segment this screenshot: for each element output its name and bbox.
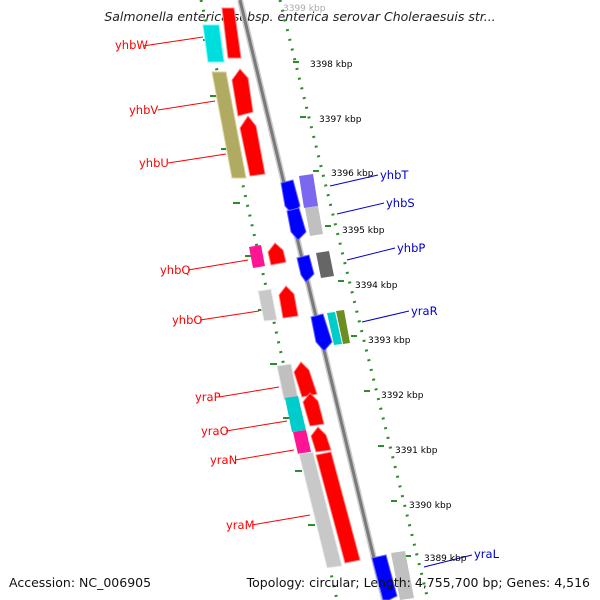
accession-label: Accession: NC_006905	[9, 575, 152, 590]
gene-yraO	[302, 392, 325, 427]
genome-stats-label: Topology: circular; Length: 4,755,700 bp…	[246, 575, 590, 590]
gene-label-yraO: yraO	[201, 424, 229, 438]
gene-yhbO-gray	[257, 288, 278, 322]
ruler-label: 3393 kbp	[368, 336, 411, 346]
gene-label-yhbS: yhbS	[386, 196, 415, 210]
gene-label-yhbT: yhbT	[380, 168, 409, 182]
gene-yhbO	[278, 285, 299, 319]
gene-yraR-olive	[336, 310, 350, 344]
gene-label-yraM: yraM	[226, 518, 255, 532]
forward-genes	[202, 7, 361, 569]
gene-label-yhbW: yhbW	[115, 38, 148, 52]
left-label-leaders	[142, 36, 311, 526]
backbone	[238, 0, 386, 600]
gene-yhbT-purple	[299, 174, 318, 208]
gene-yhbQ-magenta	[249, 245, 265, 268]
ruler-label: 3394 kbp	[355, 281, 398, 291]
gene-yhbQ	[267, 242, 287, 266]
right-gene-labels: yhbT yhbS yhbP yraR yraL	[380, 168, 500, 561]
gene-yhbU	[239, 115, 266, 177]
ruler-label: 3392 kbp	[381, 391, 424, 401]
right-label-leaders	[329, 174, 473, 568]
gene-label-yraR: yraR	[411, 304, 438, 318]
gene-yhbS	[286, 207, 307, 241]
gene-yhbW-cyan	[202, 24, 225, 63]
gene-yraL	[371, 554, 398, 600]
gene-yraR	[310, 313, 333, 352]
ruler-label: 3399 kbp	[283, 4, 326, 14]
gene-yhbS-gray	[305, 206, 323, 236]
ruler-label: 3389 kbp	[424, 554, 467, 564]
gene-label-yraP: yraP	[195, 390, 221, 404]
gene-yhbW	[221, 7, 242, 59]
ruler-line-outer	[278, 0, 430, 600]
gene-label-yhbU: yhbU	[139, 156, 169, 170]
gene-yraN-magenta	[293, 430, 311, 454]
gene-yhbV-olive	[211, 71, 247, 179]
gene-label-yraN: yraN	[210, 453, 237, 467]
gene-label-yhbQ: yhbQ	[160, 263, 190, 277]
ruler-label: 3395 kbp	[342, 226, 385, 236]
gene-yraN	[310, 426, 332, 453]
gene-yraO-cyan	[285, 396, 306, 432]
ruler-label: 3398 kbp	[310, 60, 353, 70]
ruler-labels: 3399 kbp 3398 kbp 3397 kbp 3396 kbp 3395…	[283, 4, 467, 564]
gene-label-yraL: yraL	[474, 547, 500, 561]
left-gene-labels: yhbW yhbV yhbU yhbQ yhbO yraP yraO yraN …	[115, 38, 255, 532]
gene-yhbP	[296, 254, 315, 283]
gene-yraP	[293, 361, 318, 398]
reverse-genes	[280, 174, 414, 600]
ruler-label: 3391 kbp	[395, 446, 438, 456]
gene-yhbV	[231, 68, 254, 117]
gene-yraR-cyan	[327, 312, 342, 345]
ruler-label: 3397 kbp	[319, 115, 362, 125]
gene-yhbP-gray	[316, 251, 334, 278]
gene-yraM-gray	[298, 451, 343, 569]
gene-yraM	[315, 451, 361, 564]
gene-label-yhbV: yhbV	[129, 103, 158, 117]
gene-label-yhbP: yhbP	[397, 241, 425, 255]
ruler-label: 3396 kbp	[331, 169, 374, 179]
ruler-label: 3390 kbp	[409, 501, 452, 511]
gene-yraP-gray	[276, 363, 299, 401]
gene-yraL-gray	[391, 551, 414, 600]
map-title: Salmonella enterica subsp. enterica sero…	[104, 9, 496, 24]
gene-label-yhbO: yhbO	[172, 313, 202, 327]
